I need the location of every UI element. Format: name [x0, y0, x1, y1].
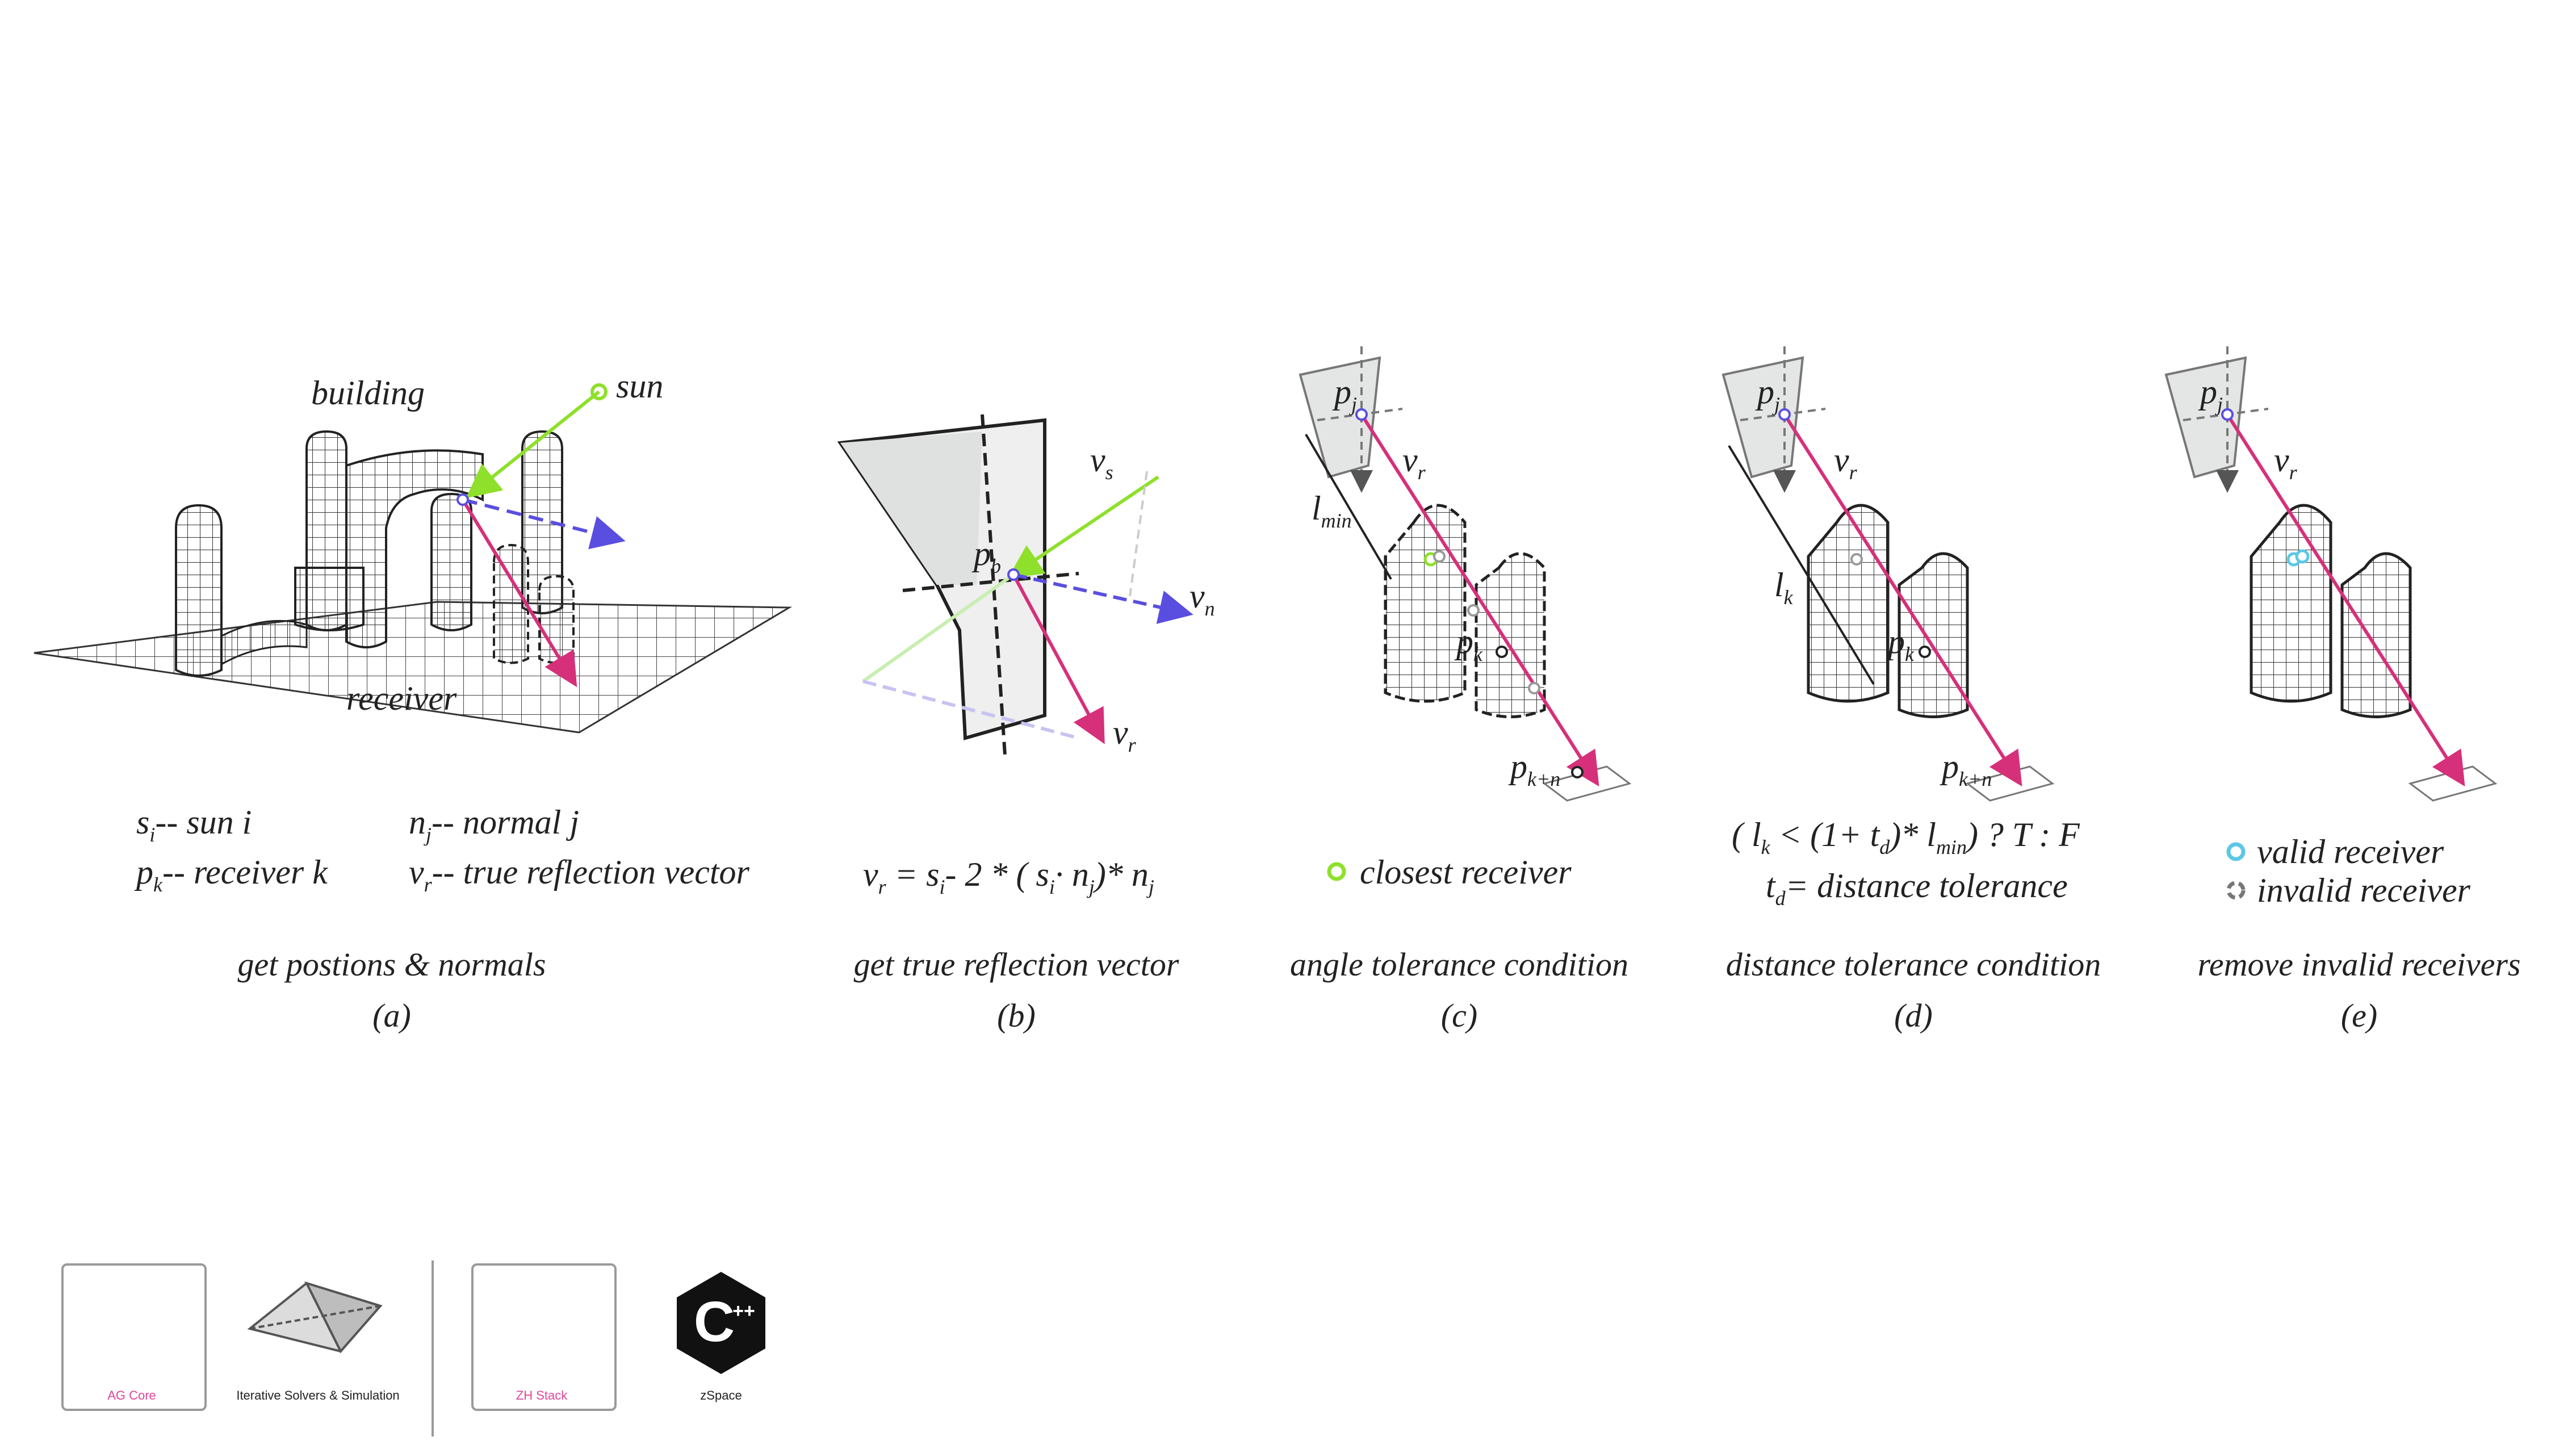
caption-a: get postions & normals — [238, 946, 546, 983]
formula-reflection: vr = si- 2 * ( si· nj)* nj — [863, 856, 1154, 898]
mesh-icon — [247, 1281, 383, 1354]
reflection-point — [456, 493, 469, 506]
label-building: building — [311, 374, 425, 412]
legend-valid: valid receiver — [2257, 833, 2444, 870]
caption-d: distance tolerance condition — [1726, 946, 2101, 983]
panel-c: pj vr lmin pk pk+n closest receiver — [1299, 346, 1632, 891]
legend-closest: closest receiver — [1360, 853, 1572, 891]
zh-stack-logo — [471, 1263, 617, 1411]
building-mesh — [175, 430, 575, 677]
cpp-icon: C ++ — [677, 1272, 765, 1374]
formula-distance: ( lk < (1+ td)* lmin) ? T : F — [1732, 816, 2080, 858]
logo-label-ag-core: AG Core — [107, 1388, 156, 1402]
letter-e: (e) — [2341, 997, 2377, 1034]
logo-label-iterative: Iterative Solvers & Simulation — [236, 1388, 400, 1402]
legend-reflection: vr-- true reflection vector — [409, 853, 750, 896]
label-vr: vr — [1113, 714, 1137, 756]
legend-sun: si-- sun i — [136, 803, 252, 846]
logo-label-zh-stack: ZH Stack — [516, 1388, 568, 1402]
legend-normal: nj-- normal j — [409, 803, 579, 846]
sun-icon — [590, 383, 608, 400]
valid-receiver-icon — [2226, 842, 2246, 861]
captions: get postions & normals (a) get true refl… — [238, 946, 2521, 1034]
svg-text:vr: vr — [1834, 441, 1858, 484]
point-pb — [1007, 568, 1020, 581]
svg-text:lmin: lmin — [1312, 489, 1352, 532]
normal-arrow — [462, 498, 626, 550]
svg-text:++: ++ — [732, 1300, 755, 1322]
panel-a: building receiver sun — [33, 367, 793, 734]
panel-b: vs pb vn vr vr = si- 2 * ( si· nj)* nj — [837, 414, 1215, 898]
closest-receiver-icon — [1327, 862, 1346, 881]
svg-text:vr: vr — [2274, 441, 2298, 484]
logo-label-zspace: zSpace — [700, 1388, 742, 1402]
letter-b: (b) — [997, 997, 1036, 1034]
label-vs: vs — [1090, 441, 1113, 484]
definition-td: td= distance tolerance — [1766, 867, 2068, 910]
svg-text:C: C — [694, 1290, 735, 1354]
letter-a: (a) — [372, 997, 411, 1034]
label-sun: sun — [616, 367, 663, 405]
svg-text:lk: lk — [1774, 566, 1794, 609]
label-vn: vn — [1189, 577, 1215, 620]
caption-b: get true reflection vector — [854, 946, 1179, 983]
svg-text:vr: vr — [1402, 441, 1426, 484]
caption-c: angle tolerance condition — [1290, 946, 1628, 983]
panel-e: pj vr valid receiver invalid receiver — [2164, 346, 2498, 909]
invalid-receiver-icon — [2226, 881, 2246, 900]
panel-a-legend: si-- sun i nj-- normal j pk-- receiver k… — [134, 803, 750, 896]
ag-core-logo — [61, 1263, 207, 1411]
sun-ray — [466, 390, 600, 499]
letter-c: (c) — [1441, 997, 1477, 1034]
svg-text:pk+n: pk+n — [1508, 748, 1560, 790]
legend-invalid: invalid receiver — [2257, 872, 2471, 909]
letter-d: (d) — [1894, 997, 1933, 1034]
caption-e: remove invalid receivers — [2197, 946, 2520, 983]
svg-text:pk+n: pk+n — [1940, 748, 1992, 790]
legend-receiver: pk-- receiver k — [134, 853, 328, 896]
label-receiver: receiver — [346, 680, 457, 717]
panel-d: pj vr lk pk pk+n ( lk < (1+ td)* lmin) ?… — [1721, 346, 2080, 910]
reflection-arrow — [461, 499, 577, 688]
